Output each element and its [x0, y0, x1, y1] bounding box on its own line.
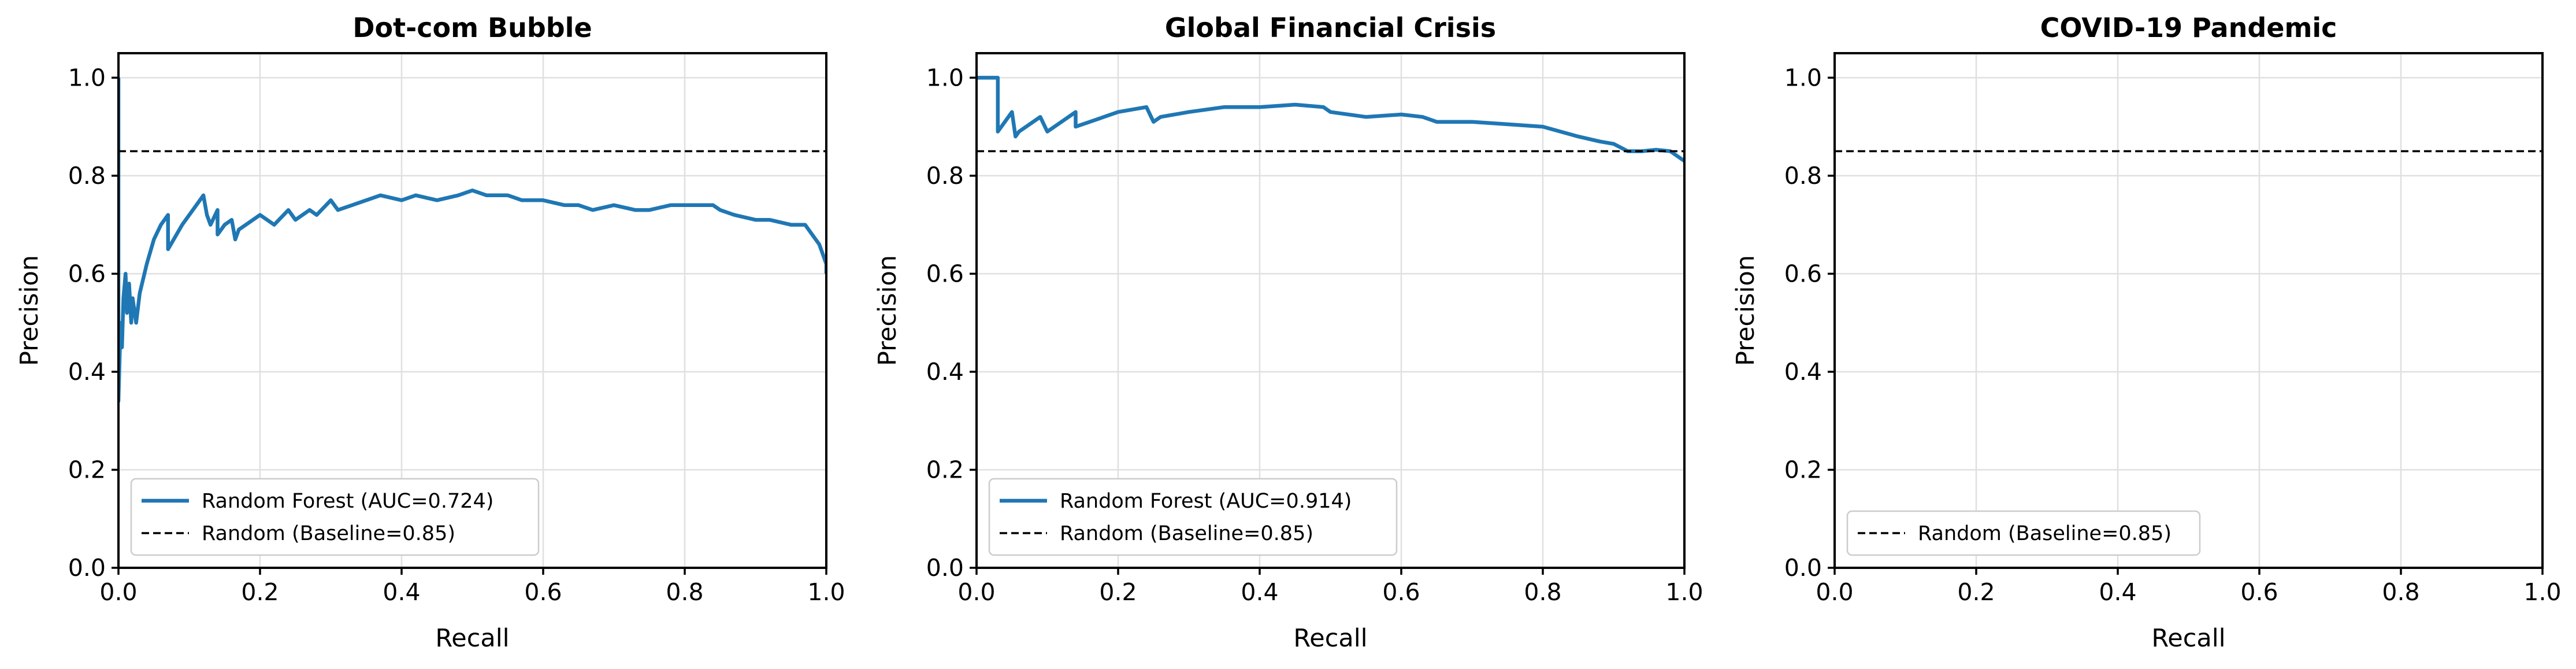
- y-axis-label: Precision: [873, 255, 902, 366]
- x-tick-label: 1.0: [1665, 578, 1703, 606]
- x-tick-label: 0.0: [1816, 578, 1853, 606]
- y-tick-label: 0.6: [926, 260, 964, 287]
- legend-box: [988, 478, 1398, 556]
- y-tick-label: 0.0: [68, 554, 106, 582]
- y-tick-label: 0.4: [1784, 358, 1822, 386]
- x-tick-label: 0.8: [1524, 578, 1561, 606]
- x-tick-label: 0.6: [524, 578, 562, 606]
- legend-entry: Random (Baseline=0.85): [1060, 522, 1313, 545]
- y-tick-label: 0.8: [1784, 162, 1822, 190]
- y-tick-label: 0.4: [926, 358, 964, 386]
- legend-entry: Random Forest (AUC=0.914): [1060, 490, 1352, 513]
- legend-box: [130, 478, 540, 556]
- series-line: [977, 76, 1684, 163]
- y-tick-label: 0.8: [926, 162, 964, 190]
- y-axis-label: Precision: [15, 255, 44, 366]
- y-tick-label: 0.4: [68, 358, 106, 386]
- series-line: [118, 77, 826, 404]
- x-axis-label: Recall: [2151, 624, 2225, 653]
- x-tick-label: 0.4: [383, 578, 420, 606]
- x-tick-label: 0.0: [99, 578, 137, 606]
- legend-entry: Random Forest (AUC=0.724): [202, 490, 493, 513]
- x-tick-label: 0.6: [2240, 578, 2278, 606]
- chart-panel-1: 0.0 0.2 0.4 0.6 0.8 1.0 0.0 0.2 0.4 0.6 0.8 1.0 Dot-…: [15, 12, 845, 653]
- y-tick-label: 0.6: [1784, 260, 1822, 287]
- chart-title: Global Financial Crisis: [1165, 12, 1496, 43]
- plot-frame: [117, 52, 827, 569]
- y-tick-label: 0.6: [68, 260, 106, 287]
- legend: Random Forest (AUC=0.914) Random (Baselin…: [988, 478, 1398, 556]
- x-tick-label: 0.8: [666, 578, 703, 606]
- chart-title: Dot-com Bubble: [352, 12, 592, 43]
- x-axis-label: Recall: [1293, 624, 1367, 653]
- plot-frame: [1833, 52, 2544, 569]
- legend: Random (Baseline=0.85): [1846, 510, 2201, 556]
- x-tick-label: 1.0: [2523, 578, 2561, 606]
- x-tick-label: 0.4: [1241, 578, 1278, 606]
- y-tick-label: 0.8: [68, 162, 106, 190]
- chart-panel-2: 0.0 0.2 0.4 0.6 0.8 1.0 0.0 0.2 0.4 0.6 0.8 1.0 Glob…: [873, 12, 1703, 653]
- chart-panel-3: 0.0 0.2 0.4 0.6 0.8 1.0 0.0 0.2 0.4 0.6 0.8 1.0 COVI…: [1731, 12, 2562, 653]
- x-tick-label: 0.2: [241, 578, 279, 606]
- x-tick-label: 0.2: [1099, 578, 1137, 606]
- y-tick-label: 1.0: [68, 64, 106, 91]
- y-tick-label: 0.2: [1784, 456, 1822, 483]
- y-tick-label: 0.0: [926, 554, 964, 582]
- x-axis-label: Recall: [435, 624, 509, 653]
- x-tick-label: 1.0: [807, 578, 845, 606]
- x-tick-label: 0.6: [1382, 578, 1420, 606]
- legend-entry: Random (Baseline=0.85): [1918, 522, 2172, 545]
- chart-title: COVID-19 Pandemic: [2040, 12, 2337, 43]
- y-tick-label: 0.2: [68, 456, 106, 483]
- legend-entry: Random (Baseline=0.85): [202, 522, 455, 545]
- y-tick-label: 0.2: [926, 456, 964, 483]
- x-tick-label: 0.4: [2099, 578, 2136, 606]
- y-axis-label: Precision: [1731, 255, 1760, 366]
- legend: Random Forest (AUC=0.724) Random (Baselin…: [130, 478, 540, 556]
- y-tick-label: 1.0: [1784, 64, 1822, 91]
- y-tick-label: 0.0: [1784, 554, 1822, 582]
- legend-box: [1846, 510, 2201, 556]
- plot-frame: [975, 52, 1686, 569]
- x-tick-label: 0.8: [2382, 578, 2419, 606]
- x-tick-label: 0.0: [957, 578, 995, 606]
- x-tick-label: 0.2: [1957, 578, 1995, 606]
- y-tick-label: 1.0: [926, 64, 964, 91]
